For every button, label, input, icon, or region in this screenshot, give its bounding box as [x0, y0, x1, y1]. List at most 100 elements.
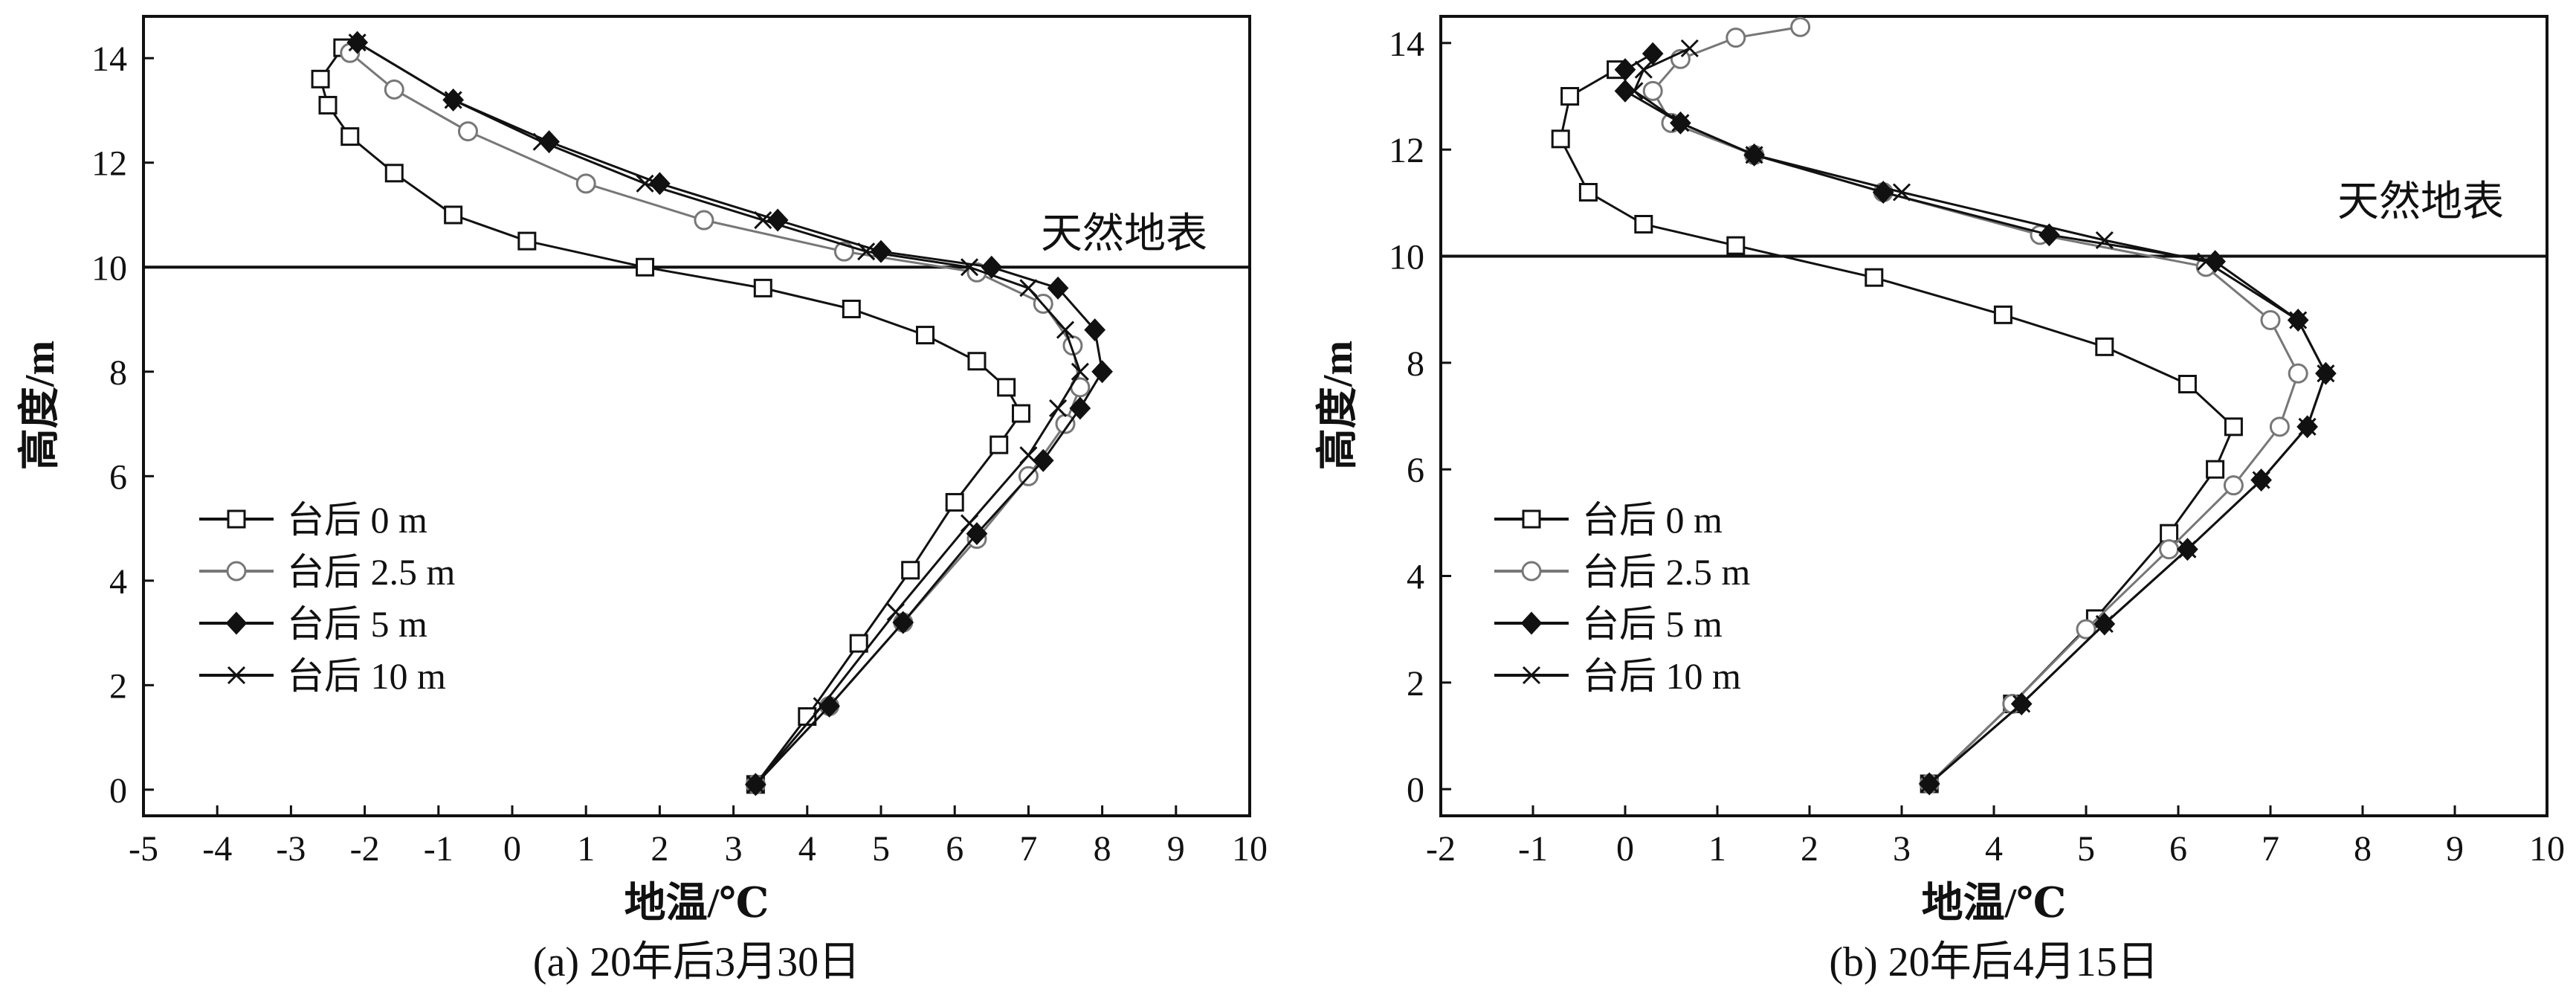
legend-a: 台后 0 m 台后 2.5 m 台后 5 m 台后 10 m: [199, 499, 455, 697]
x-tick-label: 7: [2262, 829, 2279, 869]
caption-b: (b) 20年后4月15日: [1829, 939, 2158, 985]
data-point: [457, 121, 478, 142]
legend-label: 台后 10 m: [1582, 655, 1741, 697]
data-point: [753, 278, 772, 297]
x-tick-label: -1: [1518, 829, 1548, 869]
data-point: [2223, 475, 2244, 496]
x-tick-label: 2: [651, 829, 668, 869]
x-axis-label-a: 地温/℃: [624, 881, 769, 927]
data-point: [1671, 114, 1690, 132]
data-point: [1019, 279, 1038, 297]
data-point: [1634, 215, 1653, 234]
x-tick-label: 6: [2169, 829, 2187, 869]
data-point: [813, 697, 831, 715]
x-tick-label: 4: [798, 829, 816, 869]
data-point: [967, 352, 987, 371]
data-point: [1551, 129, 1570, 149]
data-point: [857, 242, 876, 261]
y-tick-label: 4: [1407, 558, 1424, 597]
y-tick-label: 8: [109, 353, 127, 393]
data-point: [384, 79, 404, 100]
y-tick-label: 14: [91, 39, 127, 79]
data-point: [2178, 540, 2197, 558]
legend-label: 台后 2.5 m: [1582, 551, 1751, 593]
data-point: [1091, 360, 1113, 384]
data-point: [1993, 305, 2012, 324]
legend-label: 台后 5 m: [1582, 603, 1723, 645]
x-tick-label: 0: [1616, 829, 1634, 869]
data-point: [2224, 417, 2243, 437]
data-point: [1049, 399, 1068, 418]
y-tick-label: 6: [109, 457, 127, 497]
x-tick-label: -2: [1426, 829, 1456, 869]
x-tick-label: 7: [1019, 829, 1037, 869]
data-point: [1892, 183, 1911, 202]
legend-label: 台后 2.5 m: [287, 551, 455, 593]
data-point: [1614, 79, 1636, 103]
data-point: [870, 239, 892, 263]
data-point: [916, 326, 935, 345]
x-tick-label: 9: [2446, 829, 2464, 869]
data-point: [444, 205, 463, 225]
data-point: [2298, 417, 2317, 436]
data-point: [1032, 448, 1054, 472]
data-point: [1019, 446, 1038, 465]
series-line: [1559, 68, 2236, 785]
data-point: [960, 258, 979, 277]
data-point: [754, 210, 772, 230]
x-tick-label: 5: [2077, 829, 2095, 869]
series-1: [340, 42, 1091, 795]
data-point: [2095, 337, 2114, 356]
series-2: [346, 30, 1113, 796]
data-point: [2178, 375, 2197, 393]
data-point: [1071, 362, 1089, 381]
legend-marker: [1521, 561, 1542, 582]
y-tick-label: 8: [1407, 344, 1424, 384]
data-point: [2076, 619, 2096, 640]
legend-marker: [1522, 509, 1541, 529]
data-point: [2012, 695, 2031, 713]
data-point: [1047, 276, 1069, 300]
data-point: [945, 492, 964, 512]
x-tick-label: 10: [1232, 829, 1268, 869]
series-line: [356, 41, 1104, 785]
y-tick-label: 2: [1407, 664, 1424, 704]
x-tick-label: 10: [2529, 829, 2565, 869]
series-line: [1651, 25, 2299, 785]
legend-marker: [1520, 611, 1543, 635]
data-point: [1578, 183, 1598, 202]
legend-marker: [1522, 666, 1541, 685]
y-tick-label: 12: [91, 144, 127, 184]
x-tick-label: 5: [872, 829, 890, 869]
data-point: [1056, 321, 1075, 339]
data-point: [1920, 774, 1939, 793]
data-point: [1790, 16, 1811, 37]
caption-a: (a) 20年后3月30日: [533, 939, 860, 985]
data-point: [1069, 396, 1091, 420]
data-point: [2206, 460, 2225, 479]
x-tick-label: 1: [577, 829, 595, 869]
y-tick-label: 10: [91, 248, 127, 288]
y-tick-label: 6: [1407, 451, 1424, 490]
data-point: [532, 132, 551, 151]
data-point: [2095, 614, 2114, 634]
data-point: [819, 694, 840, 718]
data-point: [960, 514, 979, 532]
data-point: [2288, 363, 2308, 384]
legend-marker: [226, 561, 247, 582]
x-tick-label: 2: [1801, 829, 1818, 869]
x-tick-label: 8: [1094, 829, 1111, 869]
data-point: [2197, 252, 2215, 271]
legend-label: 台后 0 m: [1582, 499, 1723, 541]
series-layer-a: [311, 30, 1113, 796]
data-point: [2289, 311, 2308, 329]
y-tick-label: 12: [1389, 131, 1424, 170]
x-axis-label-b: 地温/℃: [1922, 881, 2067, 927]
data-point: [2269, 416, 2290, 437]
data-point: [901, 561, 920, 580]
data-point: [444, 91, 462, 109]
plot-frame-a: [142, 15, 1251, 817]
y-axis-label-a: 高度/m: [17, 341, 63, 470]
